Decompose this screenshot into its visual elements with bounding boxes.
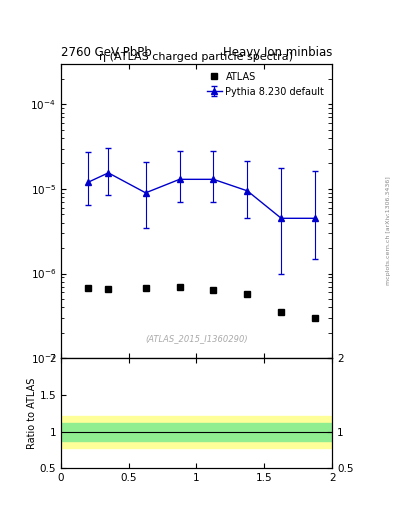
Text: (ATLAS_2015_I1360290): (ATLAS_2015_I1360290)	[145, 334, 248, 344]
ATLAS	[211, 287, 216, 293]
ATLAS	[177, 284, 182, 290]
ATLAS	[245, 290, 250, 296]
Text: Heavy Ion minbias: Heavy Ion minbias	[223, 46, 332, 59]
Legend: ATLAS, Pythia 8.230 default: ATLAS, Pythia 8.230 default	[204, 69, 327, 99]
Y-axis label: Ratio to ATLAS: Ratio to ATLAS	[27, 378, 37, 449]
ATLAS	[313, 315, 318, 321]
ATLAS	[106, 286, 111, 292]
ATLAS	[86, 285, 90, 291]
ATLAS	[143, 285, 148, 291]
Text: mcplots.cern.ch [arXiv:1306.3436]: mcplots.cern.ch [arXiv:1306.3436]	[386, 176, 391, 285]
Line: ATLAS: ATLAS	[85, 284, 318, 321]
ATLAS	[279, 309, 284, 315]
Text: 2760 GeV PbPb: 2760 GeV PbPb	[61, 46, 152, 59]
Title: η (ATLAS charged particle spectra): η (ATLAS charged particle spectra)	[99, 52, 294, 62]
